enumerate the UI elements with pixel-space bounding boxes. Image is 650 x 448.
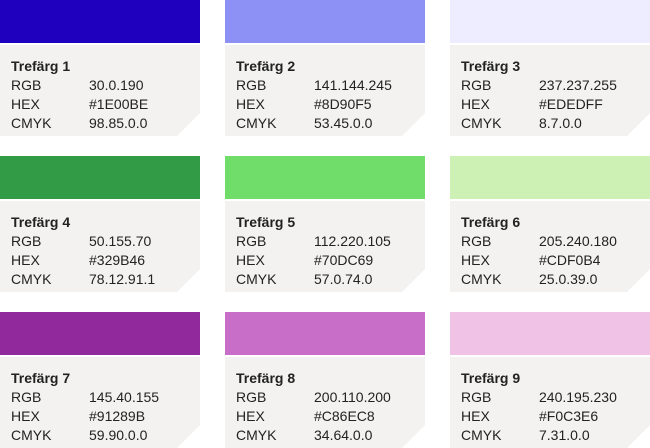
color-title: Trefärg 7 [11,370,71,386]
color-swatch [225,156,425,199]
color-title: Trefärg 8 [236,370,296,386]
field-value: 7.31.0.0 [539,427,590,443]
color-title: Trefärg 6 [461,214,521,230]
field-label: RGB [461,233,492,249]
field-label: RGB [236,77,267,93]
field-value: #8D90F5 [314,96,372,112]
field-label: CMYK [236,427,277,443]
field-label: RGB [236,233,267,249]
color-card: Trefärg 5 RGB 112.220.105 HEX #70DC69 CMYK 57.… [225,201,425,292]
field-value: 50.155.70 [89,233,152,249]
color-card: Trefärg 7 RGB 145.40.155 HEX #91289B CMYK 59.9… [0,357,200,448]
color-title: Trefärg 2 [236,58,296,74]
field-label: RGB [11,389,42,405]
field-value: 240.195.230 [539,389,617,405]
field-label: RGB [11,77,42,93]
field-value: 112.220.105 [314,233,391,249]
color-swatch [0,312,200,355]
field-value: 25.0.39.0 [539,271,598,287]
color-swatch [450,156,650,199]
color-title: Trefärg 5 [236,214,296,230]
color-card: Trefärg 8 RGB 200.110.200 HEX #C86EC8 CMYK 34.… [225,357,425,448]
color-title: Trefärg 4 [11,214,71,230]
color-card: Trefärg 3 RGB 237.237.255 HEX #EDEDFF CMYK 8.7… [450,45,650,136]
field-value: 57.0.74.0 [314,271,373,287]
field-label: CMYK [11,427,52,443]
field-label: CMYK [461,271,502,287]
color-swatch [450,0,650,43]
field-value: 237.237.255 [539,77,617,93]
field-label: HEX [11,96,40,112]
field-label: HEX [236,96,265,112]
field-label: CMYK [461,115,502,131]
field-label: HEX [11,252,40,268]
color-title: Trefärg 9 [461,370,521,386]
field-label: RGB [461,77,492,93]
field-value: 205.240.180 [539,233,617,249]
field-value: #CDF0B4 [539,252,601,268]
color-card: Trefärg 9 RGB 240.195.230 HEX #F0C3E6 CMYK 7.3… [450,357,650,448]
field-value: 141.144.245 [314,77,392,93]
field-value: 53.45.0.0 [314,115,373,131]
color-swatch [450,312,650,355]
field-label: HEX [461,252,490,268]
field-label: HEX [461,408,490,424]
field-value: #C86EC8 [314,408,375,424]
field-value: 30.0.190 [89,77,144,93]
field-value: 8.7.0.0 [539,115,582,131]
field-value: 200.110.200 [314,389,391,405]
field-label: RGB [11,233,42,249]
color-title: Trefärg 3 [461,58,521,74]
field-label: CMYK [11,271,52,287]
color-swatch [0,156,200,199]
color-card: Trefärg 2 RGB 141.144.245 HEX #8D90F5 CMYK 53.… [225,45,425,136]
field-value: 59.90.0.0 [89,427,148,443]
field-value: 78.12.91.1 [89,271,156,287]
field-label: RGB [236,389,267,405]
field-label: HEX [461,96,490,112]
field-label: CMYK [236,271,277,287]
field-value: 34.64.0.0 [314,427,373,443]
color-swatch [225,312,425,355]
field-value: #F0C3E6 [539,408,599,424]
field-value: #70DC69 [314,252,374,268]
color-swatch [225,0,425,43]
field-label: CMYK [236,115,277,131]
field-label: HEX [236,252,265,268]
field-label: HEX [11,408,40,424]
field-value: #EDEDFF [539,96,603,112]
field-value: #91289B [89,408,146,424]
field-label: CMYK [461,427,502,443]
field-label: RGB [461,389,492,405]
field-value: 98.85.0.0 [89,115,148,131]
color-card: Trefärg 1 RGB 30.0.190 HEX #1E00BE CMYK 98.85.… [0,45,200,136]
color-card: Trefärg 6 RGB 205.240.180 HEX #CDF0B4 CMYK 25.… [450,201,650,292]
color-title: Trefärg 1 [11,58,71,74]
color-swatch [0,0,200,43]
field-value: #329B46 [89,252,146,268]
field-value: 145.40.155 [89,389,160,405]
field-label: HEX [236,408,265,424]
color-card: Trefärg 4 RGB 50.155.70 HEX #329B46 CMYK 78.12… [0,201,200,292]
field-label: CMYK [11,115,52,131]
field-value: #1E00BE [89,96,149,112]
